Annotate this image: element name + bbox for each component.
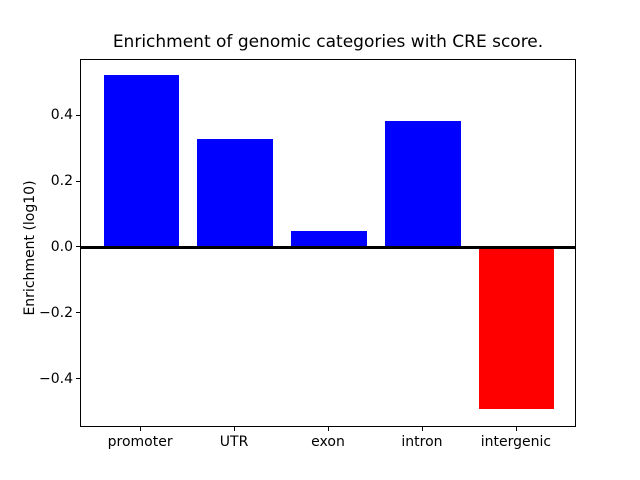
x-tick-label-intron: intron [401, 434, 443, 450]
x-tick-UTR [234, 427, 236, 431]
plot-area [80, 59, 576, 427]
y-tick-label-0.4: 0.4 [50, 107, 73, 124]
x-tick-label-promoter: promoter [107, 434, 173, 450]
x-tick-intergenic [515, 427, 517, 431]
y-tick-0.2 [76, 180, 80, 182]
bar-UTR [197, 139, 273, 248]
bar-intergenic [479, 247, 555, 410]
x-tick-promoter [140, 427, 142, 431]
bar-intron [385, 121, 461, 248]
x-tick-label-intergenic: intergenic [480, 434, 552, 450]
y-tick-label-−0.2: −0.2 [39, 304, 73, 321]
x-tick-label-UTR: UTR [219, 434, 249, 450]
chart-title: Enrichment of genomic categories with CR… [112, 32, 544, 52]
y-tick-0.4 [76, 114, 80, 116]
y-tick-label-0.0: 0.0 [50, 238, 73, 255]
y-tick-0.0 [76, 246, 80, 248]
y-tick-label-−0.4: −0.4 [39, 370, 73, 387]
x-tick-exon [328, 427, 329, 431]
bar-exon [291, 231, 367, 248]
y-tick-−0.2 [76, 312, 80, 314]
x-tick-label-exon: exon [311, 434, 345, 450]
y-tick-−0.4 [76, 378, 80, 380]
bar-promoter [103, 75, 179, 248]
x-tick-intron [421, 427, 423, 431]
y-tick-label-0.2: 0.2 [50, 173, 73, 190]
zero-line [81, 246, 575, 250]
